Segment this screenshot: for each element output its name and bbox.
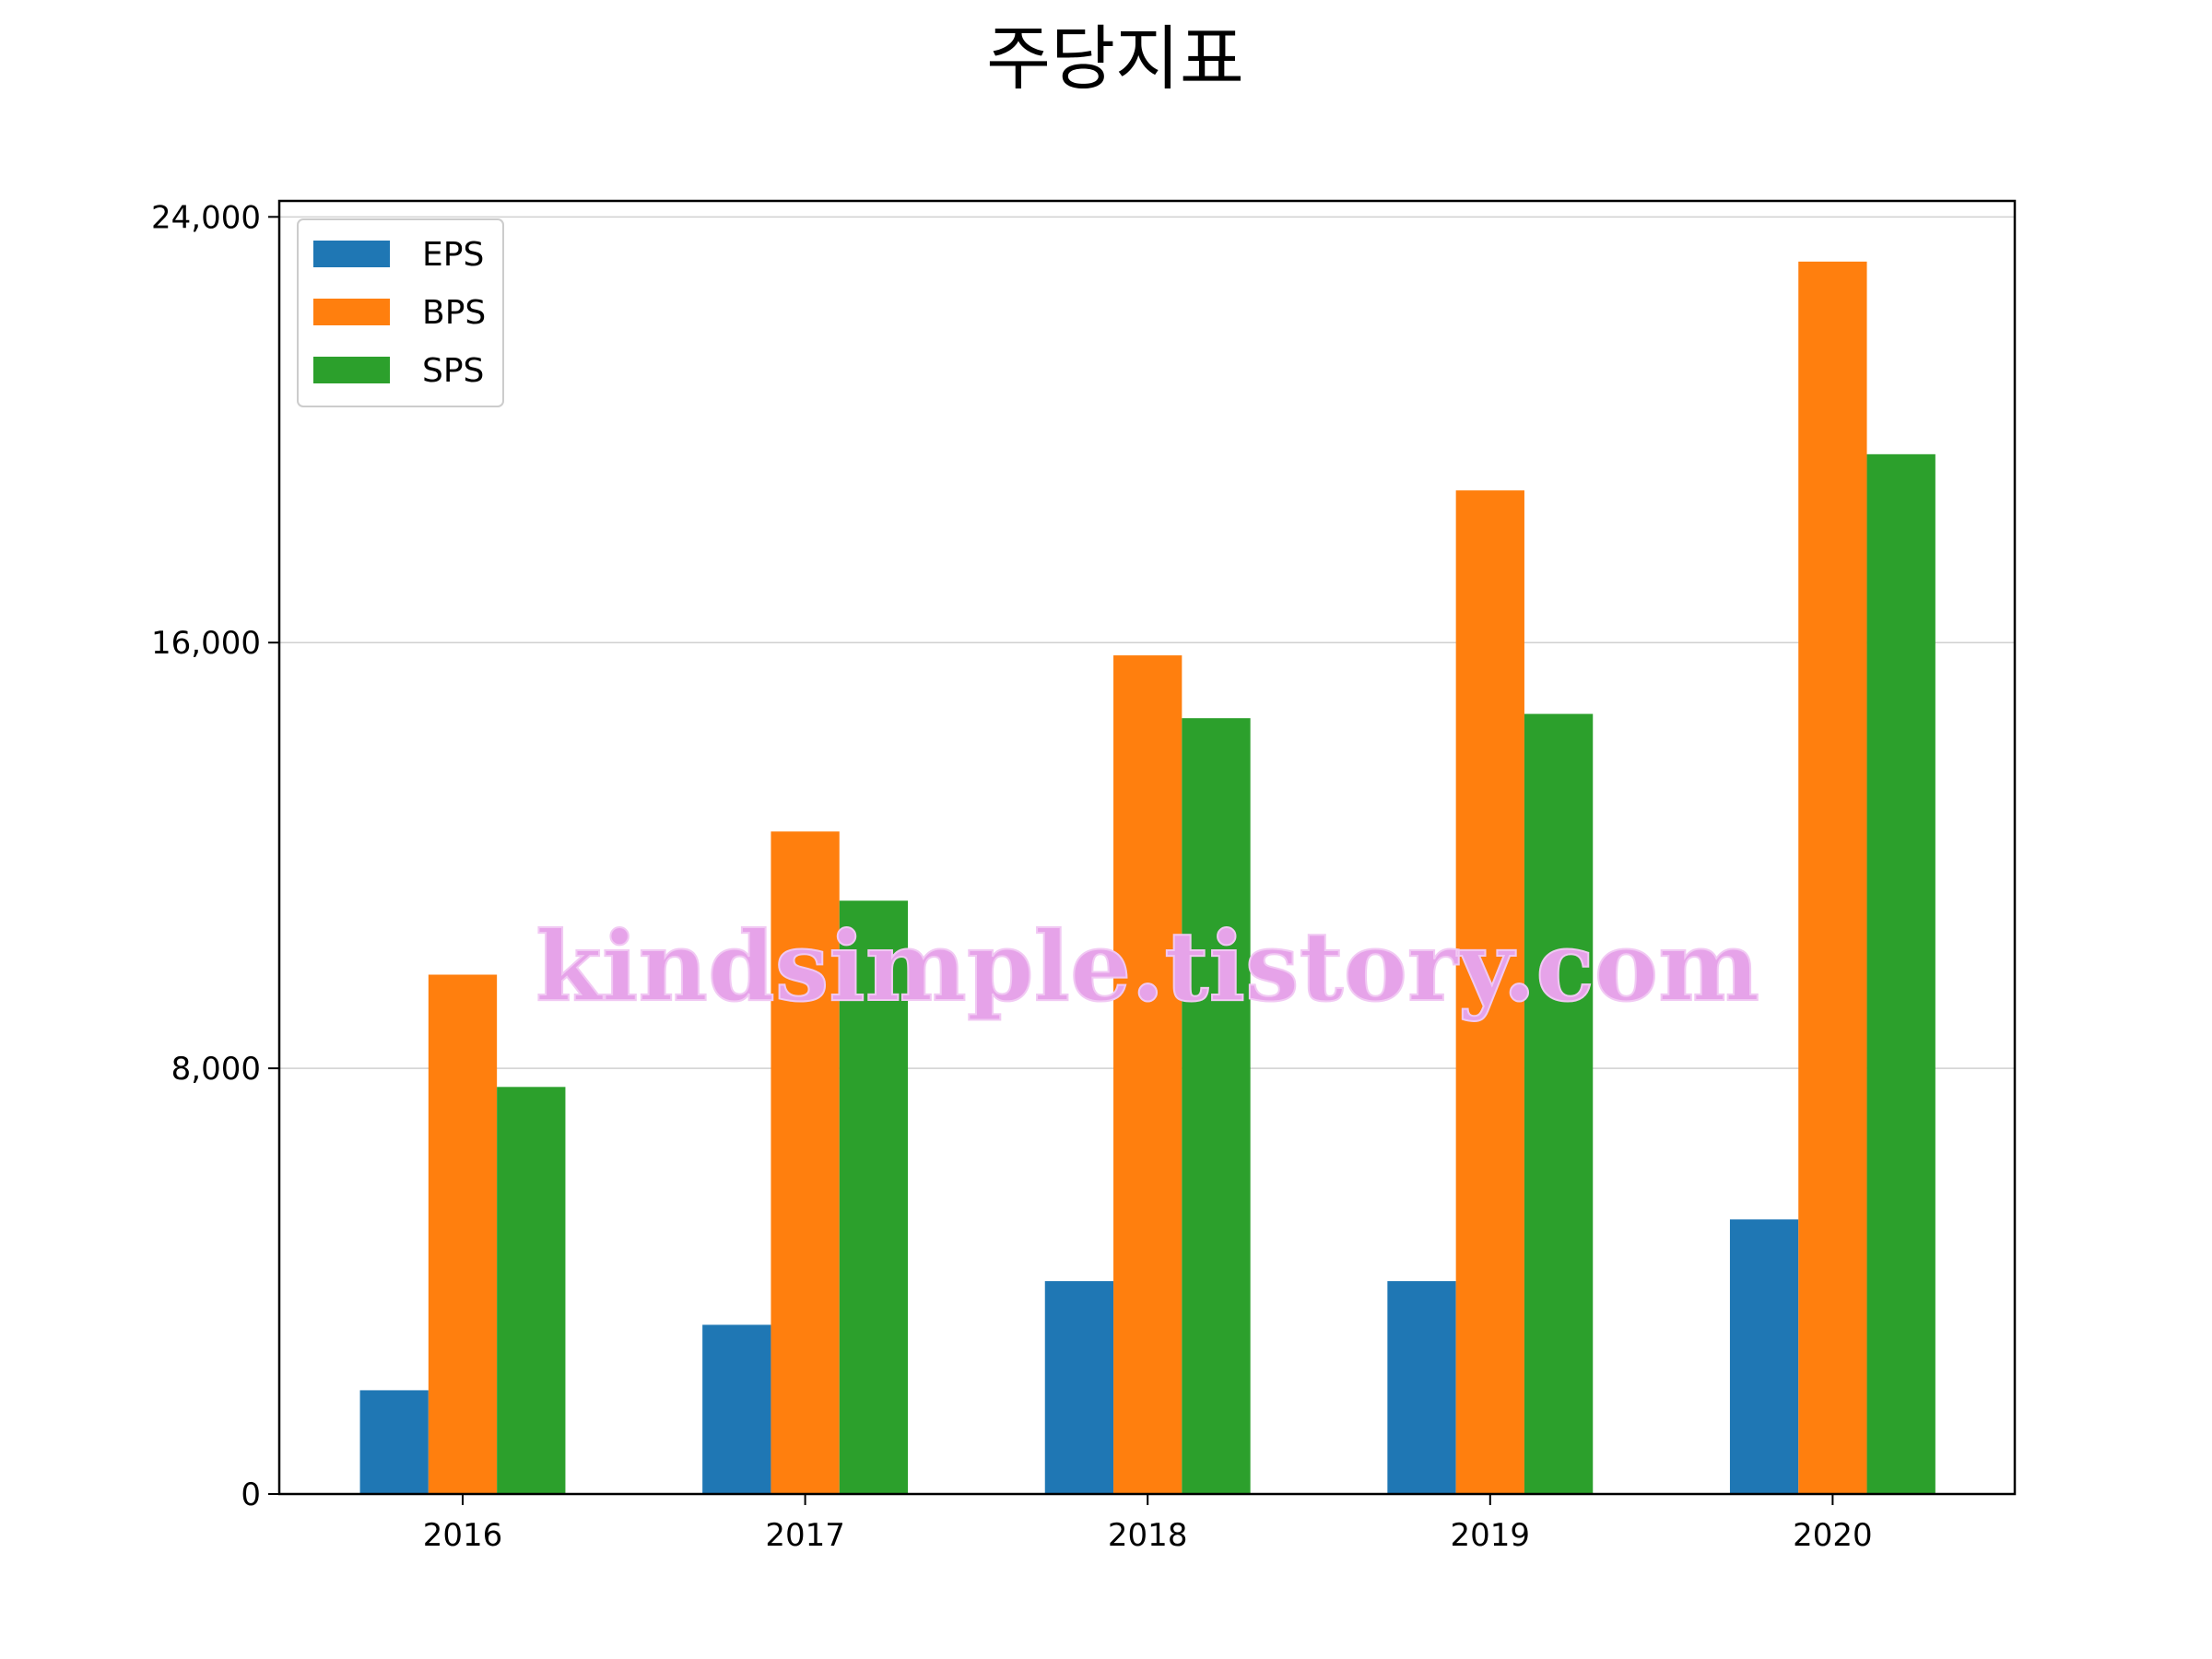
bar-bps-2016 <box>428 974 498 1494</box>
bar-bps-2020 <box>1798 261 1867 1494</box>
legend-swatch-bps <box>313 299 390 325</box>
legend-swatch-eps <box>313 241 390 267</box>
bar-eps-2019 <box>1387 1281 1456 1494</box>
bar-bps-2017 <box>771 831 840 1494</box>
x-axis: 2016 2017 2018 2019 2020 <box>423 1494 1873 1554</box>
bar-eps-2020 <box>1729 1219 1799 1494</box>
bar-eps-2017 <box>702 1324 771 1494</box>
x-tick-label: 2017 <box>765 1517 845 1554</box>
bar-sps-2017 <box>839 900 909 1494</box>
y-tick-label: 8,000 <box>171 1051 261 1088</box>
x-tick-label: 2016 <box>423 1517 503 1554</box>
y-tick-label: 24,000 <box>151 199 261 236</box>
y-tick-label: 0 <box>241 1477 261 1513</box>
watermark: kindsimple.tistory.com <box>535 910 1759 1023</box>
bars <box>359 261 1936 1495</box>
x-tick-label: 2019 <box>1451 1517 1531 1554</box>
chart-title: 주당지표 <box>986 18 1244 100</box>
bar-sps-2016 <box>497 1087 566 1494</box>
bar-sps-2018 <box>1182 718 1251 1494</box>
bar-sps-2020 <box>1866 453 1936 1495</box>
y-tick-label: 16,000 <box>151 625 261 662</box>
bar-bps-2019 <box>1455 490 1524 1495</box>
legend: EPS BPS SPS <box>297 218 504 407</box>
legend-label-bps: BPS <box>422 294 486 332</box>
bar-bps-2018 <box>1113 655 1182 1494</box>
x-tick-label: 2018 <box>1108 1517 1188 1554</box>
x-tick-label: 2020 <box>1793 1517 1873 1554</box>
legend-label-eps: EPS <box>422 236 484 274</box>
y-axis: 0 8,000 16,000 24,000 <box>151 199 279 1513</box>
bar-eps-2016 <box>359 1390 429 1494</box>
bar-eps-2018 <box>1044 1281 1114 1494</box>
legend-label-sps: SPS <box>422 352 484 390</box>
bar-sps-2019 <box>1524 713 1594 1494</box>
legend-swatch-sps <box>313 357 390 383</box>
